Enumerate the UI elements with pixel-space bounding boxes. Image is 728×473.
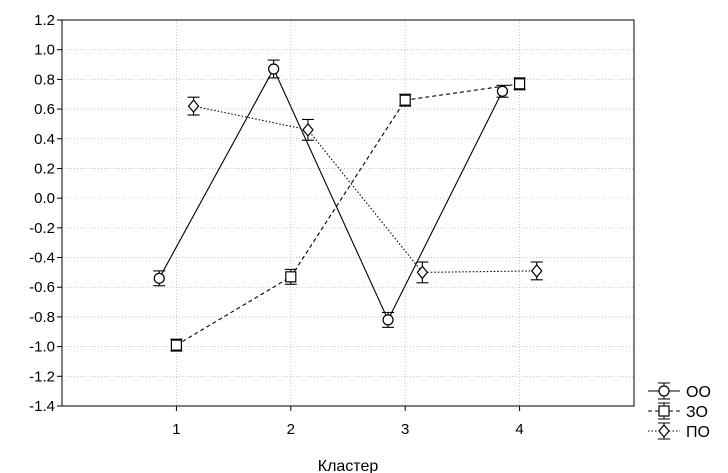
legend: ОО ЗО ПО	[648, 382, 711, 441]
data-point	[153, 272, 165, 284]
x-tick-label: 4	[515, 421, 523, 438]
series-2	[187, 96, 543, 284]
y-tick-label: -1.4	[29, 398, 55, 415]
y-tick-label: -1.0	[29, 339, 55, 356]
x-tick-label: 1	[172, 421, 180, 438]
series-0	[153, 59, 509, 328]
data-point	[382, 314, 394, 326]
plot-area	[61, 19, 635, 407]
x-tick-label: 3	[401, 421, 409, 438]
legend-marker	[658, 385, 670, 397]
y-tick-label: -0.6	[29, 279, 55, 296]
legend-label: ЗО	[686, 404, 708, 421]
x-axis-title: Кластер	[318, 458, 379, 473]
legend-label: ПО	[686, 424, 710, 441]
legend-item: ПО	[648, 422, 710, 441]
y-tick-label: 0.2	[34, 160, 55, 177]
legend-label: ОО	[686, 384, 711, 401]
data-point	[496, 85, 509, 97]
y-tick-label: 1.0	[34, 42, 55, 59]
data-point	[170, 339, 182, 351]
y-tick-label: 0.0	[34, 190, 55, 207]
data-point	[285, 271, 297, 283]
series-line	[158, 67, 503, 322]
legend-marker	[658, 424, 670, 438]
x-axis-ticks: 1 2 3 4	[172, 406, 524, 438]
y-tick-label: 0.8	[34, 71, 55, 88]
data-point	[530, 263, 543, 278]
data-point	[513, 78, 526, 90]
data-point	[416, 265, 429, 280]
legend-marker	[658, 405, 670, 417]
legend-item: ОО	[648, 382, 711, 401]
y-tick-label: -1.2	[29, 368, 55, 385]
legend-item: ЗО	[648, 402, 708, 421]
y-tick-label: 1.2	[34, 12, 55, 29]
grid-lines	[62, 20, 634, 406]
y-tick-label: -0.4	[29, 250, 55, 267]
data-point	[187, 99, 200, 114]
series-layer	[153, 59, 543, 352]
data-point	[399, 94, 411, 106]
series-line	[193, 105, 537, 273]
y-axis-ticks: -1.4 -1.2 -1.0 -0.8 -0.6 -0.4 -0.2 0.0 0.2 0.4 0.6…	[29, 12, 62, 415]
x-tick-label: 2	[287, 421, 295, 438]
y-tick-label: 0.4	[34, 131, 55, 148]
series-1	[170, 77, 526, 352]
y-tick-label: -0.8	[29, 309, 55, 326]
y-tick-label: -0.2	[29, 220, 55, 237]
data-point	[268, 63, 280, 75]
y-tick-label: 0.6	[34, 101, 55, 118]
series-line	[176, 83, 520, 346]
data-point	[302, 122, 314, 137]
